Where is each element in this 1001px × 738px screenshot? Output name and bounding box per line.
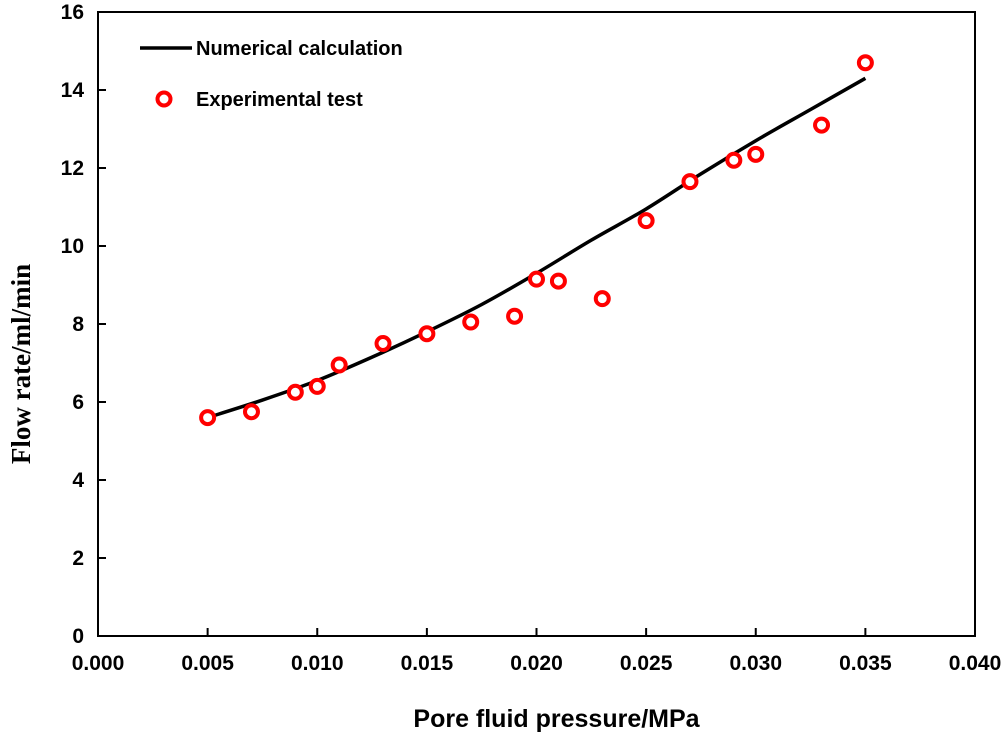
y-tick-label: 12 — [61, 157, 84, 180]
x-tick-label: 0.010 — [291, 652, 344, 675]
experimental-test-point — [637, 212, 655, 230]
experimental-test-point — [308, 377, 326, 395]
y-tick-label: 16 — [61, 1, 84, 24]
experimental-test-point — [856, 54, 874, 72]
y-tick-label: 14 — [61, 79, 85, 102]
axes: 0.000 0.005 0.010 0.015 0.020 0.025 0.030 0.035… — [6, 1, 1001, 733]
numerical-calculation-line — [207, 76, 867, 420]
legend-marker-swatch — [155, 90, 173, 108]
y-tick-label: 6 — [72, 391, 84, 414]
x-tick-label: 0.005 — [181, 652, 234, 675]
experimental-test-point — [725, 151, 743, 169]
y-axis-title: Flow rate/ml/min — [6, 264, 36, 464]
series-layer — [199, 54, 874, 427]
experimental-test-point — [813, 116, 831, 134]
y-tick-label: 2 — [72, 547, 84, 570]
x-tick-label: 0.040 — [949, 652, 1001, 675]
experimental-test-point — [242, 403, 260, 421]
y-tick-label: 4 — [72, 469, 84, 492]
x-tick-label: 0.025 — [620, 652, 673, 675]
experimental-test-point — [747, 145, 765, 163]
x-tick-label: 0.015 — [401, 652, 454, 675]
legend: Numerical calculation Experimental test — [140, 38, 403, 111]
experimental-test-point — [506, 307, 524, 325]
experimental-test-point — [330, 356, 348, 374]
experimental-test-point — [462, 313, 480, 331]
x-tick-label: 0.000 — [72, 652, 125, 675]
legend-label-numerical: Numerical calculation — [196, 38, 403, 60]
experimental-test-point — [286, 383, 304, 401]
experimental-test-point — [549, 272, 567, 290]
experimental-test-point — [528, 270, 545, 288]
experimental-test-point — [681, 173, 699, 191]
experimental-test-point — [199, 409, 217, 427]
x-tick-label: 0.020 — [510, 652, 563, 675]
x-axis-title: Pore fluid pressure/MPa — [413, 705, 700, 733]
x-tick-label: 0.035 — [839, 652, 892, 675]
experimental-test-point — [418, 325, 436, 343]
y-tick-label: 0 — [72, 625, 84, 648]
experimental-test-point — [593, 290, 611, 308]
y-tick-label: 10 — [61, 235, 84, 258]
x-tick-label: 0.030 — [729, 652, 782, 675]
experimental-test-point — [374, 335, 392, 352]
legend-label-experimental: Experimental test — [196, 89, 363, 111]
y-tick-label: 8 — [72, 313, 84, 336]
